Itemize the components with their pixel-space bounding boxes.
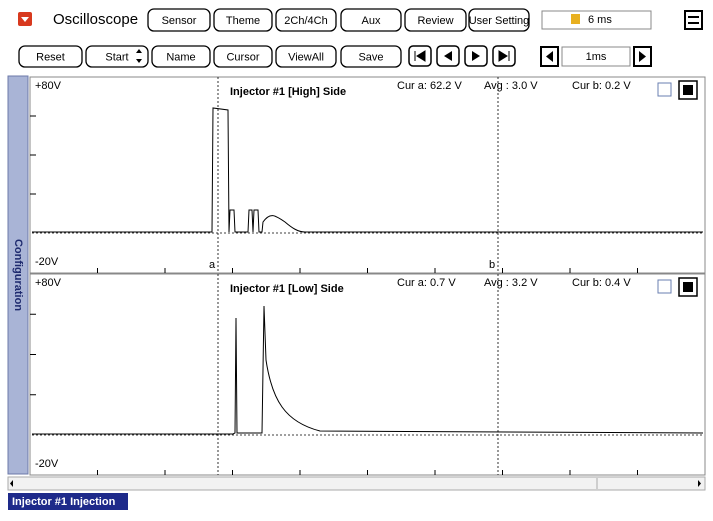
channel-title: Injector #1 [Low] Side [230,283,344,295]
button-label: Theme [226,15,260,27]
scrollbar[interactable] [7,476,706,491]
button[interactable] [18,45,83,68]
button[interactable] [151,45,211,68]
maximize-icon [683,282,693,292]
menu-arrow [21,17,29,22]
average-value: Avg : 3.2 V [484,277,538,289]
button-label: Name [166,51,195,63]
time-icon [571,14,580,24]
footer-label: Injector #1 Injection [12,496,116,508]
time-value: 6 ms [588,14,612,26]
button-label: 2Ch/4Ch [284,15,327,27]
top-voltage-label: +80V [35,80,62,92]
last-icon [498,50,510,62]
button-label: User Setting [469,15,530,27]
maximize-icon [683,85,693,95]
prev-icon [444,51,452,61]
layout-icon[interactable] [684,10,703,30]
checkbox[interactable] [657,279,672,294]
bottom-voltage-label: -20V [35,458,59,470]
cursor-b-value: Cur b: 0.2 V [572,80,631,92]
button[interactable] [85,45,149,68]
average-value: Avg : 3.0 V [484,80,538,92]
button-label: Start [105,51,128,63]
button-label: Save [358,51,383,63]
timebase-down-icon [546,51,553,62]
button[interactable] [468,8,530,32]
cursor-b-label: b [489,259,495,271]
spinner-icon [136,49,142,63]
button[interactable] [340,8,402,32]
button-label: Review [417,15,453,27]
waveform [32,305,704,435]
button-label: Sensor [162,15,197,27]
cursor-a-value: Cur a: 62.2 V [397,80,462,92]
scroll-right[interactable] [698,480,701,487]
button[interactable] [340,45,402,68]
button-label: Reset [36,51,65,63]
next-icon [472,51,480,61]
button-label: Aux [362,15,381,27]
cursor-a-value: Cur a: 0.7 V [397,277,456,289]
timebase-value: 1ms [586,51,607,63]
button[interactable] [147,8,211,32]
timebase-box [561,46,631,67]
scroll-left[interactable] [10,480,13,487]
footer-bg [8,493,128,510]
plot-area [29,273,706,476]
cursor-a-label: a [209,259,216,271]
timebase-up-icon [639,51,646,62]
button[interactable] [275,45,337,68]
button[interactable] [404,8,467,32]
first-icon [414,50,426,62]
app-title: Oscilloscope [53,11,138,28]
checkbox[interactable] [657,82,672,97]
button[interactable] [275,8,337,32]
button[interactable] [213,45,273,68]
nav-buttons: 1ms [408,45,652,67]
sidebar-tab[interactable] [7,75,29,475]
cursor-b-value: Cur b: 0.4 V [572,277,631,289]
top-voltage-label: +80V [35,277,62,289]
bottom-voltage-label: -20V [35,256,59,268]
waveform [32,107,703,233]
button-label: ViewAll [288,51,324,63]
plot-area [29,76,706,274]
channel-title: Injector #1 [High] Side [230,86,346,98]
button-label: Cursor [226,51,259,63]
sidebar-label: Configuration [12,239,24,311]
time-box [541,10,652,30]
button[interactable] [213,8,273,32]
